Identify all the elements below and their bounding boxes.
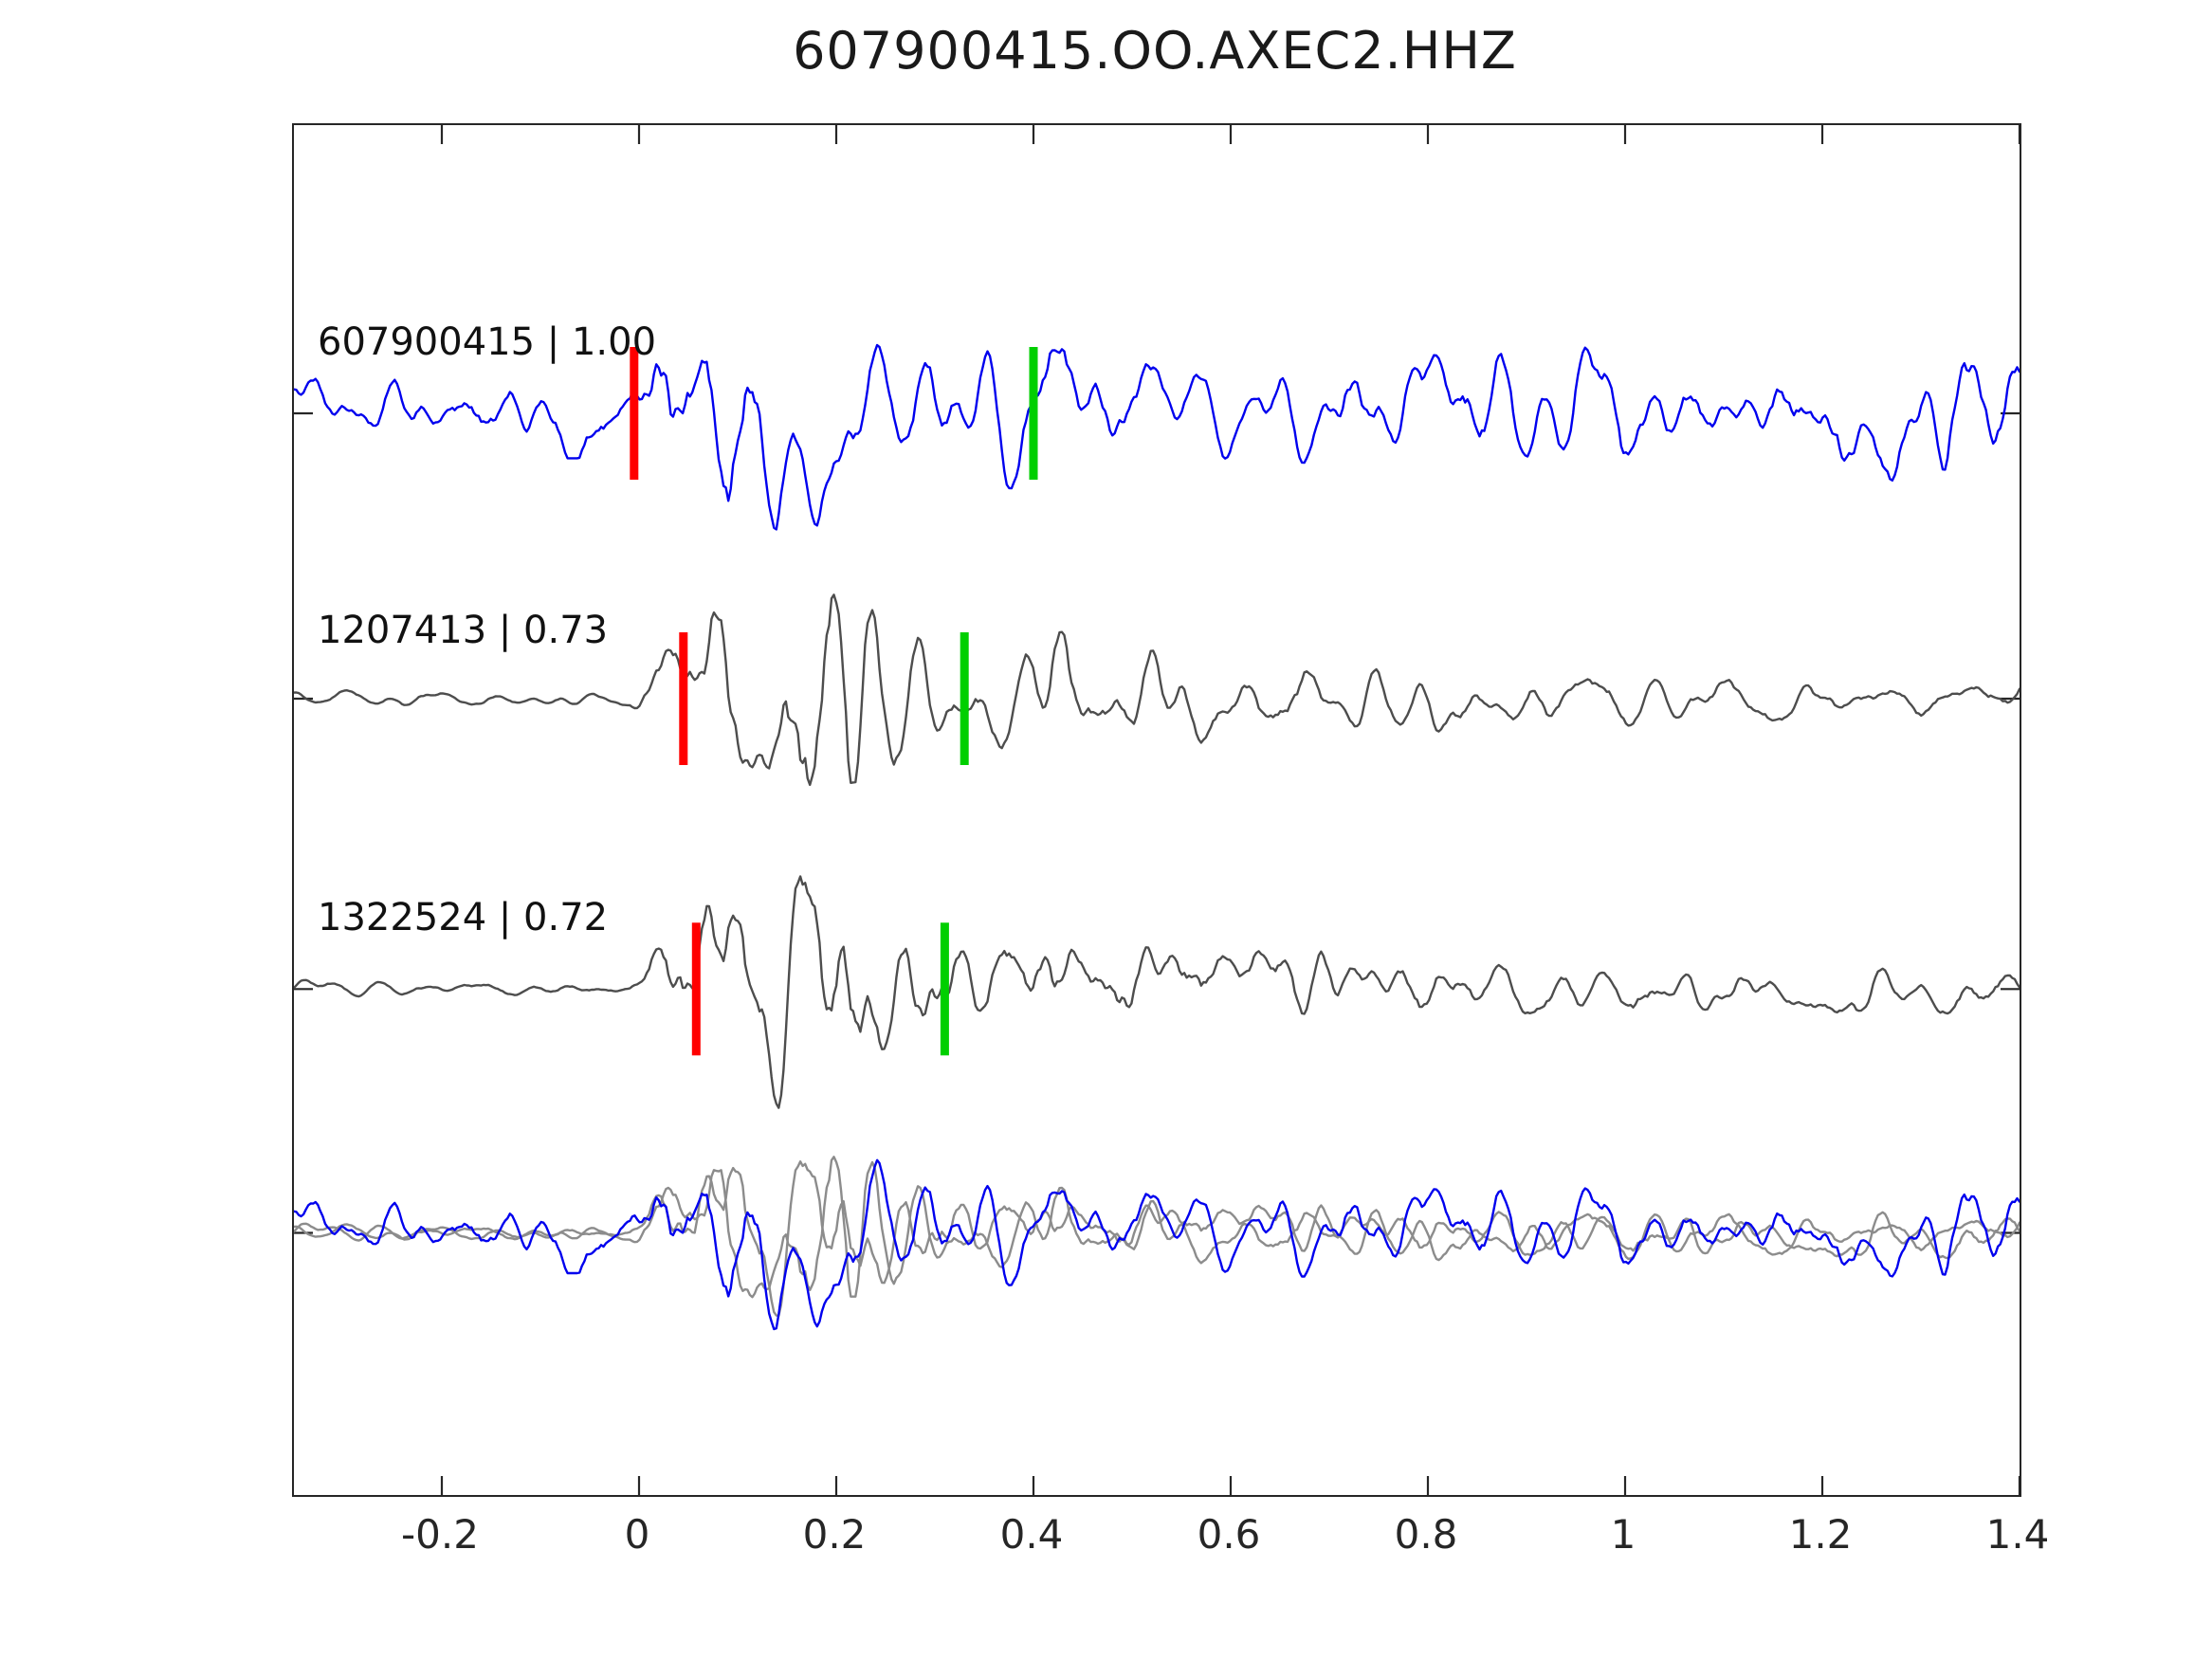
pick-markers bbox=[630, 347, 1038, 1056]
waveform-trace-row2-0 bbox=[294, 875, 2020, 1109]
x-tick-label: 0 bbox=[624, 1511, 650, 1558]
x-tick-label: 1.4 bbox=[1985, 1511, 2050, 1558]
pick-marker-green bbox=[940, 922, 949, 1056]
pick-marker-green bbox=[1029, 347, 1038, 480]
waveform-traces bbox=[294, 343, 2020, 1331]
waveform-trace-row1-0 bbox=[294, 593, 2020, 787]
axis-ticks bbox=[294, 125, 2020, 1495]
waveform-trace-row3-2 bbox=[294, 1158, 2020, 1331]
trace-label-template-2: 1322524 | 0.72 bbox=[318, 896, 609, 939]
waveform-plot-svg bbox=[294, 125, 2020, 1495]
x-tick-label: 0.2 bbox=[802, 1511, 867, 1558]
waveform-trace-row0-0 bbox=[294, 343, 2020, 531]
chart-title: 607900415.OO.AXEC2.HHZ bbox=[793, 21, 1517, 81]
x-tick-label: 0.8 bbox=[1394, 1511, 1458, 1558]
x-tick-label: -0.2 bbox=[401, 1511, 479, 1558]
pick-marker-red bbox=[630, 347, 639, 480]
waveform-trace-row3-0 bbox=[294, 1156, 2020, 1299]
x-tick-label: 1 bbox=[1610, 1511, 1636, 1558]
x-tick-label: 1.2 bbox=[1788, 1511, 1853, 1558]
trace-label-template-1: 1207413 | 0.73 bbox=[318, 609, 609, 652]
pick-marker-green bbox=[960, 632, 969, 765]
x-tick-label: 0.6 bbox=[1197, 1511, 1261, 1558]
plot-area: 607900415 | 1.00 1207413 | 0.73 1322524 … bbox=[292, 123, 2021, 1497]
waveform-trace-row3-1 bbox=[294, 1159, 2020, 1318]
pick-marker-red bbox=[691, 922, 701, 1056]
x-tick-label: 0.4 bbox=[999, 1511, 1064, 1558]
pick-marker-red bbox=[679, 632, 688, 765]
trace-label-detection: 607900415 | 1.00 bbox=[318, 320, 657, 364]
